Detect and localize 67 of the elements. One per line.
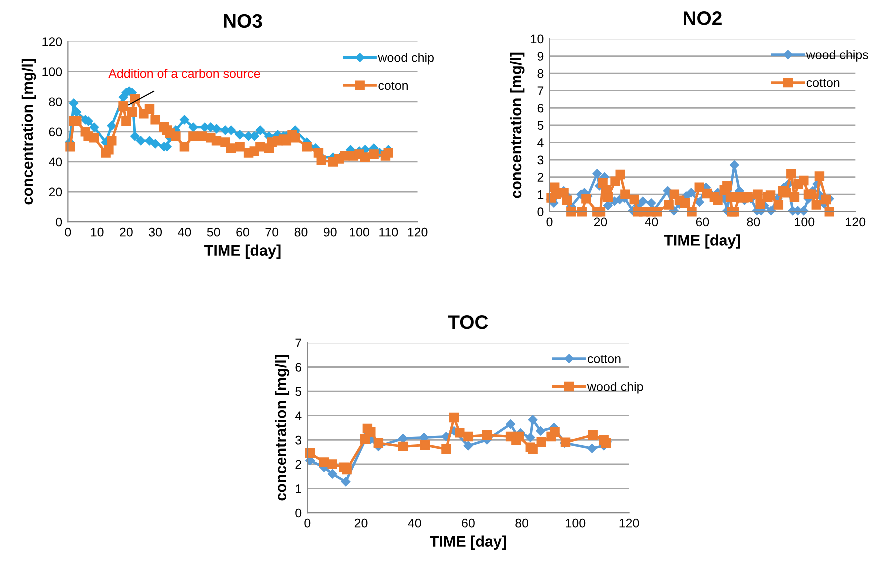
y-tick-label: 100 bbox=[42, 68, 62, 76]
x-tick-label: 80 bbox=[747, 218, 760, 227]
y-tick-label: 5 bbox=[538, 121, 544, 130]
x-tick-label: 70 bbox=[266, 228, 279, 237]
x-tick-label: 60 bbox=[236, 228, 250, 237]
y-tick-label: 120 bbox=[42, 38, 62, 46]
x-tick-label: 100 bbox=[566, 518, 586, 528]
y-axis-title: concentration [mg/l] bbox=[275, 355, 290, 501]
y-tick-label: 0 bbox=[538, 208, 544, 217]
y-tick-label: 4 bbox=[538, 138, 544, 148]
x-tick-label: 120 bbox=[846, 218, 866, 227]
y-tick-label: 2 bbox=[538, 173, 544, 182]
x-tick-label: 80 bbox=[516, 518, 529, 528]
y-tick-label: 3 bbox=[296, 436, 302, 445]
legend-label: cotton bbox=[806, 79, 840, 88]
x-tick-label: 120 bbox=[620, 518, 640, 528]
y-tick-label: 60 bbox=[49, 128, 62, 137]
x-tick-label: 120 bbox=[408, 228, 428, 237]
y-tick-label: 5 bbox=[296, 387, 302, 396]
y-axis-title: concentration [mg/l] bbox=[22, 59, 36, 205]
x-tick-label: 40 bbox=[645, 218, 658, 227]
y-tick-label: 3 bbox=[538, 156, 544, 165]
x-tick-label: 100 bbox=[795, 218, 815, 227]
y-tick-label: 1 bbox=[538, 190, 544, 200]
x-tick-label: 100 bbox=[350, 228, 370, 237]
x-tick-label: 90 bbox=[324, 228, 337, 237]
y-tick-label: 9 bbox=[538, 52, 544, 61]
y-tick-label: 1 bbox=[296, 484, 302, 494]
x-tick-label: 110 bbox=[380, 228, 398, 237]
chart-title: NO2 bbox=[684, 12, 722, 26]
x-tick-label: 60 bbox=[696, 218, 710, 227]
x-tick-label: 40 bbox=[408, 518, 422, 528]
x-tick-label: 20 bbox=[354, 518, 368, 528]
legend-label: wood chip bbox=[378, 53, 434, 65]
x-tick-label: 10 bbox=[91, 228, 104, 237]
y-tick-label: 0 bbox=[296, 508, 302, 518]
annotation: Addition of a carbon source bbox=[108, 69, 260, 78]
y-tick-label: 7 bbox=[538, 86, 544, 96]
x-tick-label: 60 bbox=[462, 518, 475, 528]
y-tick-label: 6 bbox=[538, 104, 544, 113]
legend-label: cotton bbox=[588, 355, 621, 364]
x-tick-label: 20 bbox=[120, 228, 133, 237]
x-tick-label: 30 bbox=[149, 228, 162, 237]
y-tick-label: 80 bbox=[49, 98, 62, 107]
y-tick-label: 7 bbox=[296, 338, 302, 348]
chart-title: TOC bbox=[448, 315, 488, 330]
y-tick-label: 10 bbox=[531, 34, 544, 44]
x-axis-title: TIME [day] bbox=[204, 244, 281, 260]
y-tick-label: 4 bbox=[295, 412, 302, 420]
x-axis-title: TIME [day] bbox=[664, 234, 740, 249]
x-tick-label: 40 bbox=[178, 228, 192, 237]
x-tick-label: 0 bbox=[546, 218, 553, 227]
y-axis-title: concentration [mg/l] bbox=[510, 52, 525, 198]
y-tick-label: 6 bbox=[296, 363, 302, 372]
y-tick-label: 8 bbox=[538, 69, 544, 78]
x-tick-label: 0 bbox=[65, 228, 72, 237]
x-axis-title: TIME [day] bbox=[430, 536, 506, 550]
y-tick-label: 2 bbox=[296, 460, 302, 469]
y-tick-label: 20 bbox=[49, 188, 62, 197]
x-tick-label: 50 bbox=[207, 228, 220, 237]
legend-label: wood chips bbox=[806, 50, 868, 62]
x-tick-label: 20 bbox=[594, 218, 608, 227]
chart-title: NO3 bbox=[224, 14, 262, 28]
x-tick-label: 0 bbox=[304, 518, 311, 528]
y-tick-label: 40 bbox=[49, 158, 62, 167]
legend-label: coton bbox=[378, 82, 408, 90]
legend-label: wood chip bbox=[587, 382, 644, 394]
